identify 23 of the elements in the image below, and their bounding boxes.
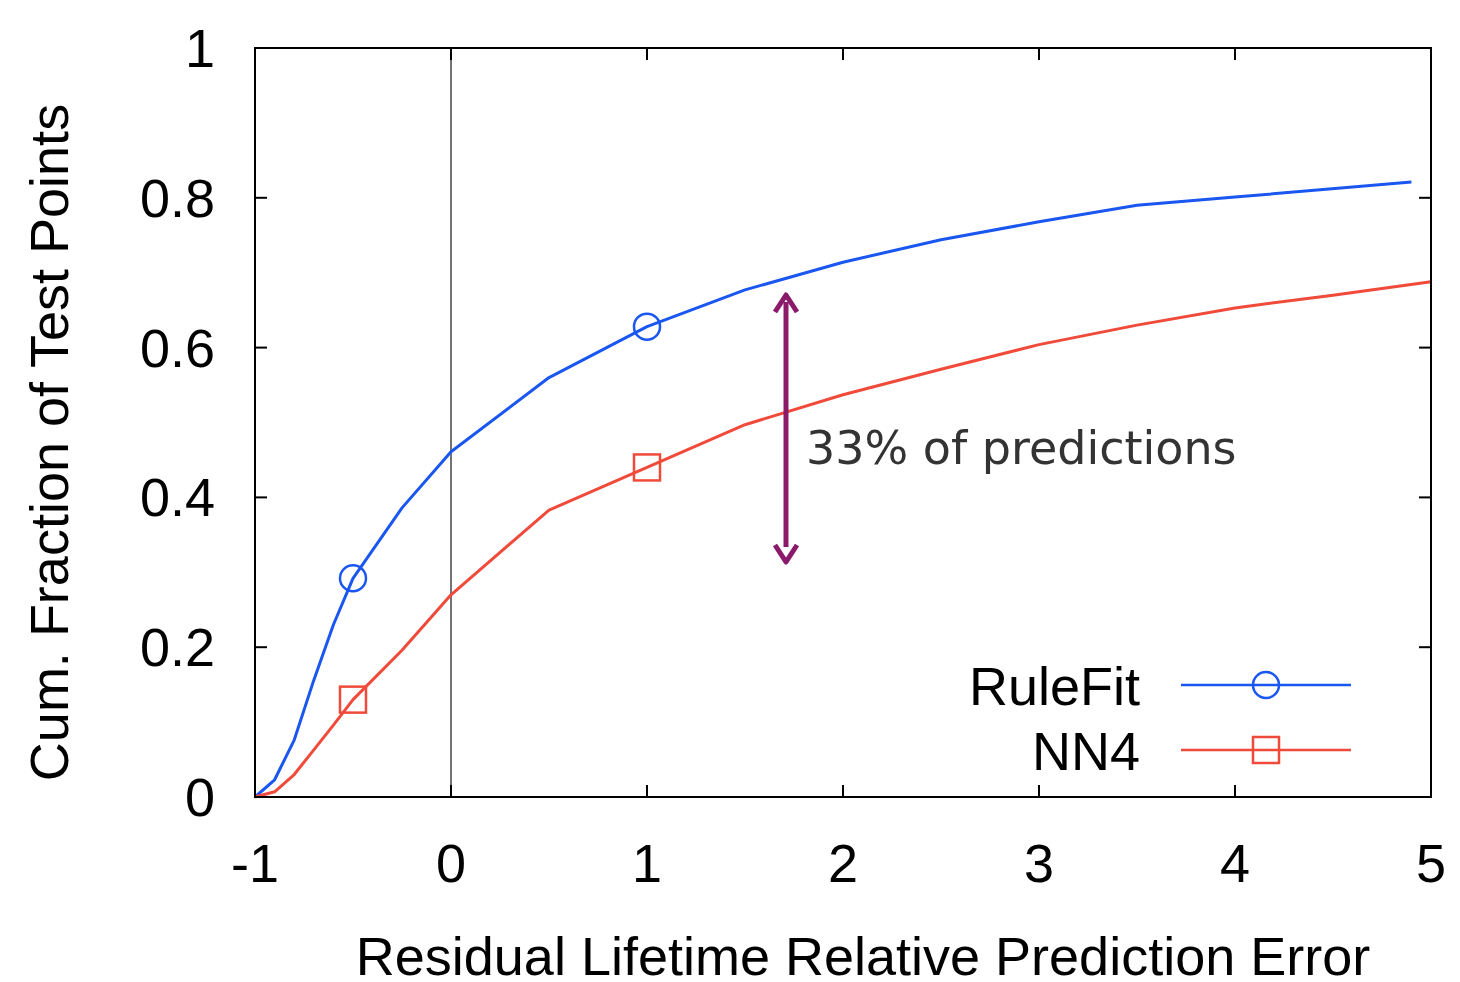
y-tick-label: 0.6 (139, 317, 215, 378)
x-tick-label: 0 (435, 833, 467, 893)
x-tick-label: -1 (230, 833, 280, 893)
annotation: 33% of predictions (806, 421, 1237, 475)
legend-label: RuleFit (968, 656, 1140, 716)
x-tick-label: 5 (1415, 833, 1447, 893)
y-tick-label: 0 (184, 767, 215, 827)
point (632, 312, 662, 341)
x-tick-label: 3 (1023, 833, 1055, 893)
point (632, 453, 662, 482)
x-tick-label: 1 (631, 833, 663, 893)
line-series (253, 280, 1433, 799)
y-tick-label: 0.8 (139, 167, 215, 228)
y-tick-label: 0.4 (139, 467, 215, 528)
x-tick-label: 2 (827, 833, 859, 893)
point (338, 564, 368, 593)
x-tick-label: 4 (1219, 833, 1251, 893)
legend-label: NN4 (1031, 721, 1140, 781)
y-tick-label: 0.2 (139, 617, 215, 678)
point (338, 685, 368, 714)
x-axis-title: Residual Lifetime Relative Prediction Error (355, 926, 1371, 982)
y-tick-label: 1 (184, 18, 215, 78)
y-axis-title: Cum. Fraction of Test Points (19, 103, 79, 782)
